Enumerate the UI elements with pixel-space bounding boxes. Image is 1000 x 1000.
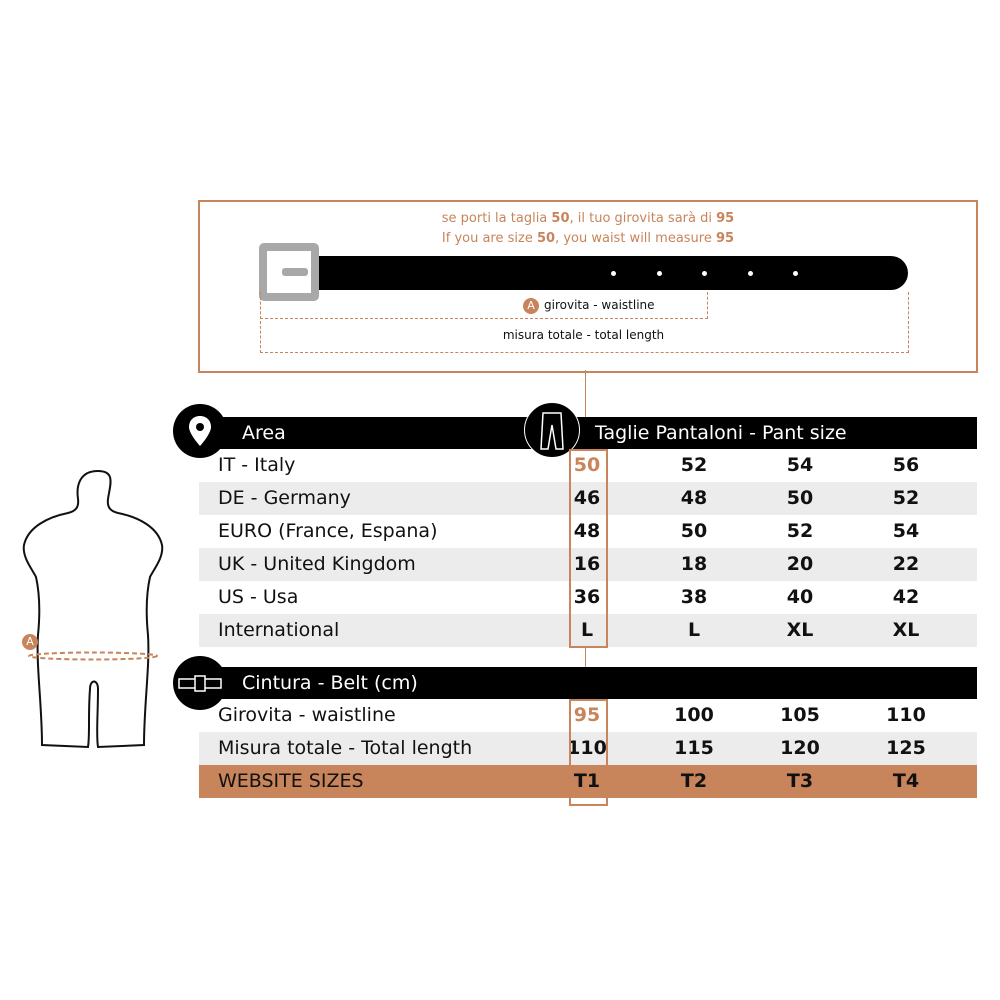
location-pin-icon xyxy=(173,404,227,458)
size-cell: 54 xyxy=(892,520,920,542)
size-cell: 18 xyxy=(680,553,708,575)
belt-table-header: Cintura - Belt (cm) xyxy=(199,667,977,699)
belt-hole xyxy=(657,271,662,276)
table-row: IT - Italy 50 52 54 56 xyxy=(199,449,977,482)
size-cell: 22 xyxy=(892,553,920,575)
row-label: US - Usa xyxy=(218,586,299,608)
size-cell: 110 xyxy=(886,704,926,726)
row-label: IT - Italy xyxy=(218,454,296,476)
belt-header: Cintura - Belt (cm) xyxy=(242,672,418,694)
marker-a-badge: A xyxy=(523,298,539,314)
row-label: DE - Germany xyxy=(218,487,351,509)
size-cell: 125 xyxy=(886,737,926,759)
size-cell: 110 xyxy=(567,737,607,759)
size-cell: 50 xyxy=(573,454,601,476)
size-cell: L xyxy=(687,619,701,641)
total-length-label: misura totale - total length xyxy=(502,328,665,342)
size-cell: 95 xyxy=(573,704,601,726)
row-label: International xyxy=(218,619,340,641)
row-label: WEBSITE SIZES xyxy=(218,770,364,792)
table-row: US - Usa 36 38 40 42 xyxy=(199,581,977,614)
size-cell: 56 xyxy=(892,454,920,476)
size-cell: 40 xyxy=(786,586,814,608)
row-label: UK - United Kingdom xyxy=(218,553,416,575)
belt-hole xyxy=(793,271,798,276)
belt-hole xyxy=(748,271,753,276)
size-cell: 38 xyxy=(680,586,708,608)
row-label: EURO (France, Espana) xyxy=(218,520,438,542)
row-label: Misura totale - Total length xyxy=(218,737,473,759)
size-cell: 50 xyxy=(786,487,814,509)
note-italian: se porti la taglia 50, il tuo girovita s… xyxy=(441,211,735,226)
size-cell: 52 xyxy=(680,454,708,476)
size-cell: 54 xyxy=(786,454,814,476)
size-cell: T3 xyxy=(786,770,814,792)
belt-info-box xyxy=(198,200,978,373)
waistline-label: girovita - waistline xyxy=(544,298,655,312)
size-cell: 42 xyxy=(892,586,920,608)
note-english: If you are size 50, you waist will measu… xyxy=(441,231,735,246)
highlight-column-pants xyxy=(569,449,608,648)
size-cell: 48 xyxy=(573,520,601,542)
size-cell: L xyxy=(580,619,594,641)
size-cell: 52 xyxy=(892,487,920,509)
table-row: UK - United Kingdom 16 18 20 22 xyxy=(199,548,977,581)
table-row: EURO (France, Espana) 48 50 52 54 xyxy=(199,515,977,548)
size-cell: 100 xyxy=(674,704,714,726)
size-cell: T2 xyxy=(680,770,708,792)
size-cell: 48 xyxy=(680,487,708,509)
size-cell: 105 xyxy=(780,704,820,726)
size-cell: 46 xyxy=(573,487,601,509)
connector-line xyxy=(585,370,586,450)
figure-marker-a: A xyxy=(22,634,38,650)
pants-icon xyxy=(524,402,580,458)
belt-icon xyxy=(173,656,227,710)
total-length-measure-line xyxy=(260,292,909,353)
size-cell: XL xyxy=(786,619,814,641)
row-label: Girovita - waistline xyxy=(218,704,396,726)
table-row: WEBSITE SIZES T1 T2 T3 T4 xyxy=(199,765,977,798)
belt-hole xyxy=(611,271,616,276)
buckle-prong xyxy=(282,268,308,276)
table-row: Misura totale - Total length 110 115 120 125 xyxy=(199,732,977,765)
highlight-column-belt xyxy=(569,699,608,806)
table-row: Girovita - waistline 95 100 105 110 xyxy=(199,699,977,732)
size-cell: XL xyxy=(892,619,920,641)
pant-size-header: Taglie Pantaloni - Pant size xyxy=(595,422,847,444)
size-cell: T1 xyxy=(573,770,601,792)
size-cell: 120 xyxy=(780,737,820,759)
size-cell: 20 xyxy=(786,553,814,575)
pants-table-header: Area Taglie Pantaloni - Pant size xyxy=(199,417,977,449)
size-cell: T4 xyxy=(892,770,920,792)
belt-hole xyxy=(702,271,707,276)
size-cell: 36 xyxy=(573,586,601,608)
area-header: Area xyxy=(242,422,286,444)
size-cell: 115 xyxy=(674,737,714,759)
table-row: DE - Germany 46 48 50 52 xyxy=(199,482,977,515)
size-cell: 50 xyxy=(680,520,708,542)
size-cell: 52 xyxy=(786,520,814,542)
table-row: International L L XL XL xyxy=(199,614,977,647)
size-cell: 16 xyxy=(573,553,601,575)
torso-figure xyxy=(22,469,164,749)
